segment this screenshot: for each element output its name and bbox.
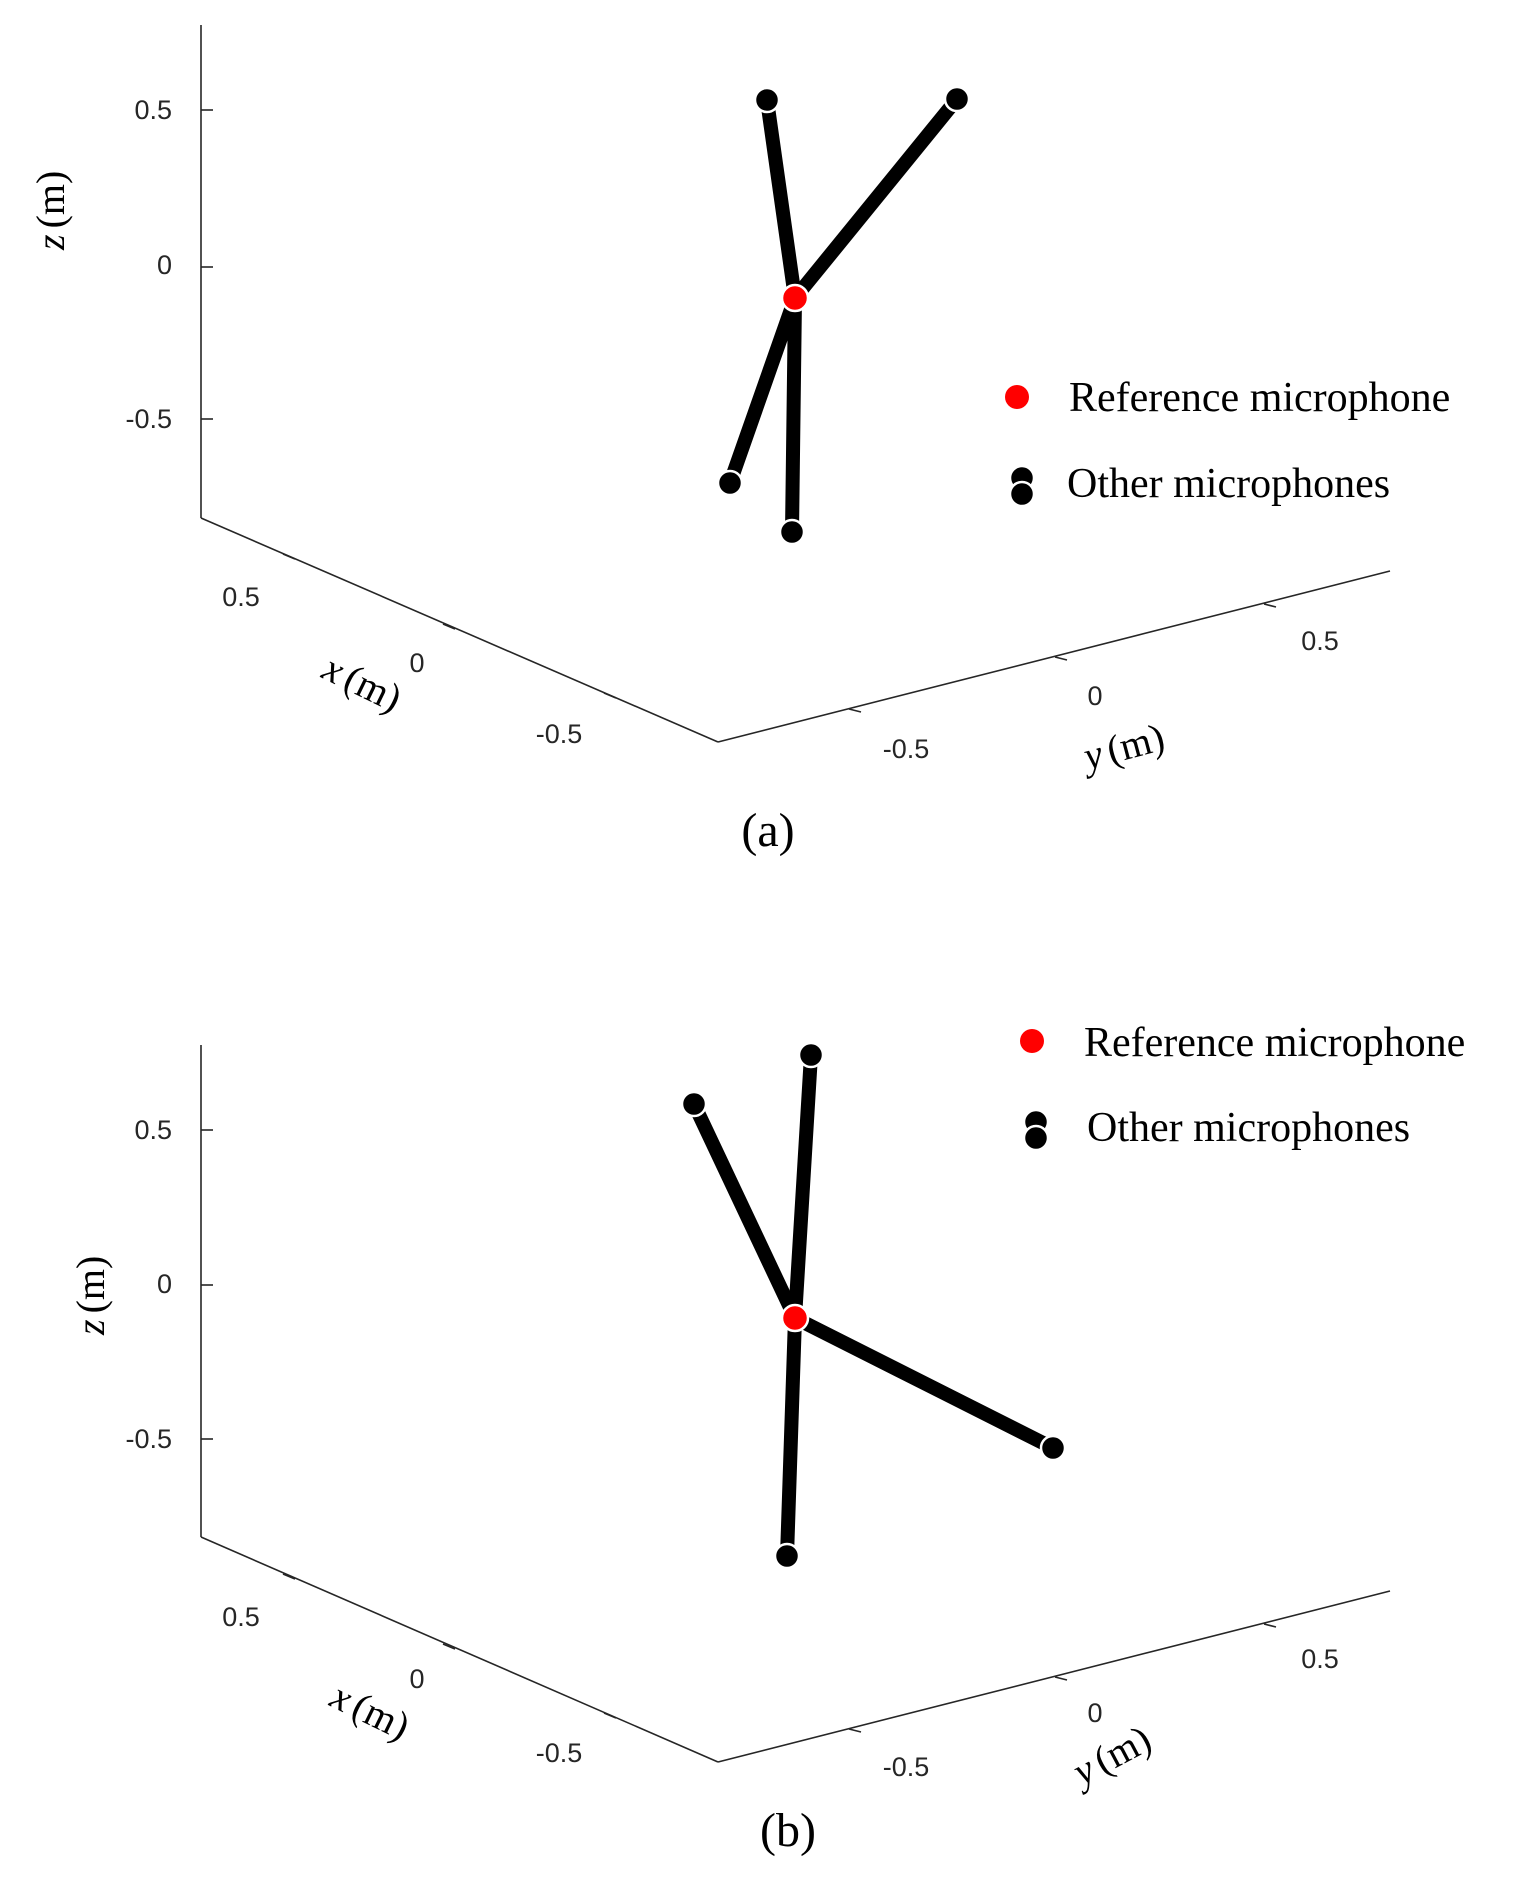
z-axis-label: z (m)	[68, 1256, 113, 1336]
z-axis-var: z	[68, 1319, 113, 1336]
x-tick-mark	[603, 1712, 617, 1719]
legend-reference-label: Reference microphone	[1084, 1020, 1465, 1066]
z-axis-unit: (m)	[28, 171, 73, 229]
x-axis-label: x(m)	[315, 644, 409, 721]
y-axis-label: y(m)	[1075, 714, 1169, 780]
z-tick-label: 0	[157, 1269, 172, 1299]
z-tick-label: 0.5	[134, 95, 172, 125]
legend: Reference microphone Other microphones	[1020, 1020, 1465, 1152]
reference-microphone-marker	[780, 1303, 810, 1333]
x-axis-label: x(m)	[323, 1672, 417, 1749]
x-tick-label: 0	[409, 648, 424, 678]
x-tick-label: -0.5	[536, 1738, 583, 1768]
z-axis-unit: (m)	[68, 1256, 113, 1314]
y-tick-label: 0	[1087, 1698, 1102, 1728]
x-tick-label: -0.5	[536, 719, 583, 749]
panel-a: 0.5 0 -0.5 0.5 0 -0.5 -0.5 0 0.5 z (m) x(…	[28, 25, 1450, 857]
y-tick-label: -0.5	[883, 1752, 930, 1782]
other-microphone-marker	[773, 1542, 801, 1570]
y-tick-mark	[848, 1728, 862, 1733]
y-axis-unit: (m)	[1102, 714, 1169, 772]
x-tick-mark	[282, 1573, 296, 1580]
array-arm	[788, 1311, 1060, 1455]
y-tick-label: 0.5	[1301, 1644, 1339, 1674]
y-tick-label: 0.5	[1301, 626, 1339, 656]
other-microphone-marker	[753, 86, 781, 114]
x-tick-label: 0.5	[222, 1602, 260, 1632]
z-axis-label: z (m)	[28, 171, 73, 251]
other-microphone-marker	[716, 469, 744, 497]
z-tick-label: -0.5	[125, 404, 172, 434]
z-tick-label: 0.5	[134, 1115, 172, 1145]
y-axis-line	[717, 570, 1391, 743]
panel-label-b: (b)	[760, 1804, 816, 1857]
legend-other-marker	[1008, 480, 1036, 508]
z-tick-label: -0.5	[125, 1424, 172, 1454]
array-arm	[780, 1311, 802, 1563]
y-axis-var: y	[1075, 731, 1108, 780]
x-tick-mark	[442, 1643, 456, 1650]
y-tick-mark	[848, 708, 862, 713]
array-arm	[785, 291, 802, 539]
y-tick-mark	[1263, 603, 1277, 608]
y-axis-line	[717, 1590, 1391, 1763]
y-tick-label: 0	[1087, 681, 1102, 711]
y-axis-label: y(m)	[1062, 1716, 1159, 1796]
x-tick-label: 0	[409, 1664, 424, 1694]
y-tick-mark	[1054, 656, 1068, 661]
legend-reference-marker	[1005, 385, 1029, 409]
legend-other-label: Other microphones	[1067, 461, 1390, 507]
legend-other-label: Other microphones	[1087, 1105, 1410, 1151]
legend: Reference microphone Other microphones	[1005, 375, 1450, 508]
other-microphone-marker	[680, 1090, 708, 1118]
legend-other-marker	[1022, 1124, 1050, 1152]
x-tick-label: 0.5	[222, 582, 260, 612]
x-axis-unit: (m)	[337, 655, 409, 721]
z-axis-var: z	[28, 234, 73, 251]
panel-b: 0.5 0 -0.5 0.5 0 -0.5 -0.5 0 0.5 z (m) x(…	[68, 1020, 1465, 1857]
x-axis-line	[200, 1536, 719, 1763]
array-arm	[788, 1048, 818, 1325]
x-axis-unit: (m)	[345, 1683, 417, 1749]
legend-reference-marker	[1020, 1029, 1044, 1053]
y-tick-label: -0.5	[883, 734, 930, 764]
array-arm	[687, 1097, 802, 1325]
x-axis-line	[200, 517, 719, 743]
y-tick-mark	[1263, 1623, 1277, 1628]
array-arm	[723, 291, 802, 490]
x-tick-mark	[603, 692, 617, 699]
panel-label-a: (a)	[741, 804, 794, 857]
other-microphone-marker	[778, 518, 806, 546]
y-tick-mark	[1054, 1676, 1068, 1681]
other-microphone-marker	[797, 1041, 825, 1069]
z-tick-label: 0	[157, 250, 172, 280]
x-tick-mark	[282, 553, 296, 560]
array-arm	[788, 92, 964, 305]
other-microphone-marker	[943, 85, 971, 113]
reference-microphone-marker	[780, 283, 810, 313]
array-arm	[760, 93, 802, 305]
legend-reference-label: Reference microphone	[1069, 375, 1450, 421]
other-microphone-marker	[1039, 1434, 1067, 1462]
x-tick-mark	[442, 623, 456, 630]
